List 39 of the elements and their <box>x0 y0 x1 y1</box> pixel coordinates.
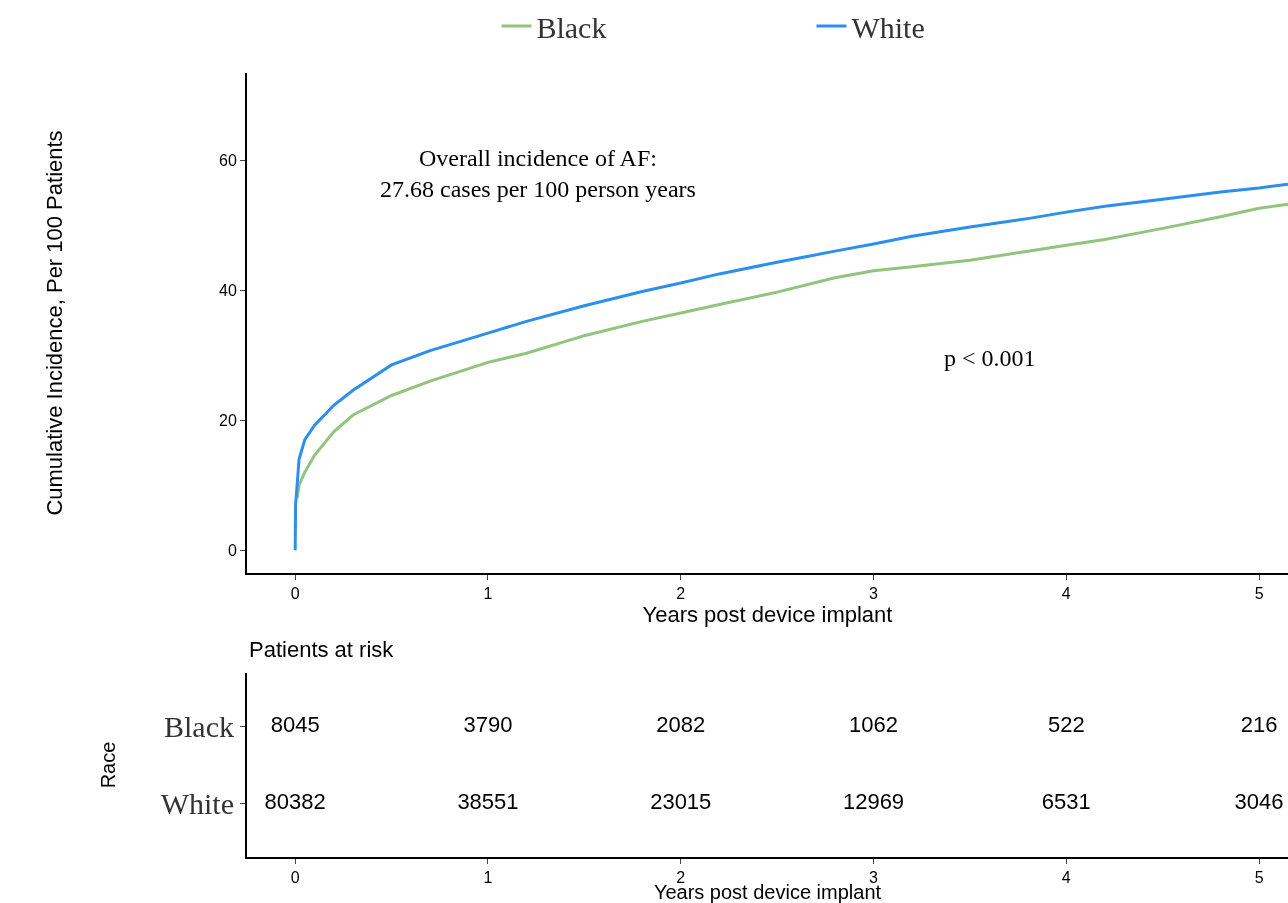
data-label: 522 <box>1047 712 1085 738</box>
x-tick-label: 4 <box>1061 585 1071 603</box>
x-axis-title: Years post device implant <box>642 602 893 628</box>
data-label: 38551 <box>457 788 519 814</box>
y-tick-label: Black <box>164 710 234 744</box>
y-tick-label: 60 <box>219 151 237 169</box>
x-tick-label: 1 <box>483 869 493 887</box>
x-tick-label: 5 <box>1254 585 1264 603</box>
chart-title: Patients at risk <box>249 637 395 662</box>
x-tick-label: 2 <box>676 869 686 887</box>
x-tick-label: 5 <box>1254 869 1264 887</box>
y-axis-title: Cumulative Incidence, Per 100 Patients <box>42 130 68 516</box>
data-label: 3046 <box>1234 788 1284 814</box>
data-label: 216 <box>1240 712 1278 738</box>
y-tick-label: 20 <box>219 411 237 429</box>
y-axis-title: Race <box>96 741 119 789</box>
y-tick-label: 0 <box>227 541 237 559</box>
x-tick-label: 4 <box>1061 869 1071 887</box>
x-tick-label: 0 <box>290 869 300 887</box>
legend-label: White <box>851 10 925 44</box>
data-label: 2082 <box>656 712 706 738</box>
y-tick-label: White <box>160 786 234 820</box>
data-label: 6531 <box>1041 788 1091 814</box>
annotation: Overall incidence of AF: 27.68 cases per 100 person years <box>380 145 696 203</box>
data-label: 12969 <box>842 788 905 814</box>
y-tick-label: 40 <box>219 281 237 299</box>
line-series <box>293 182 1288 552</box>
x-tick-label: 0 <box>290 585 300 603</box>
annotation: p < 0.001 <box>944 345 1036 371</box>
x-tick-label: 1 <box>483 585 493 603</box>
x-tick-label: 2 <box>676 585 686 603</box>
legend-label: Black <box>536 10 607 44</box>
data-label: 23015 <box>650 788 712 814</box>
data-label: 3790 <box>463 712 513 738</box>
data-label: 8045 <box>270 712 320 738</box>
line-series <box>295 202 1288 500</box>
data-label: 1062 <box>849 712 899 738</box>
x-tick-label: 3 <box>869 585 879 603</box>
data-label: 80382 <box>264 788 326 814</box>
